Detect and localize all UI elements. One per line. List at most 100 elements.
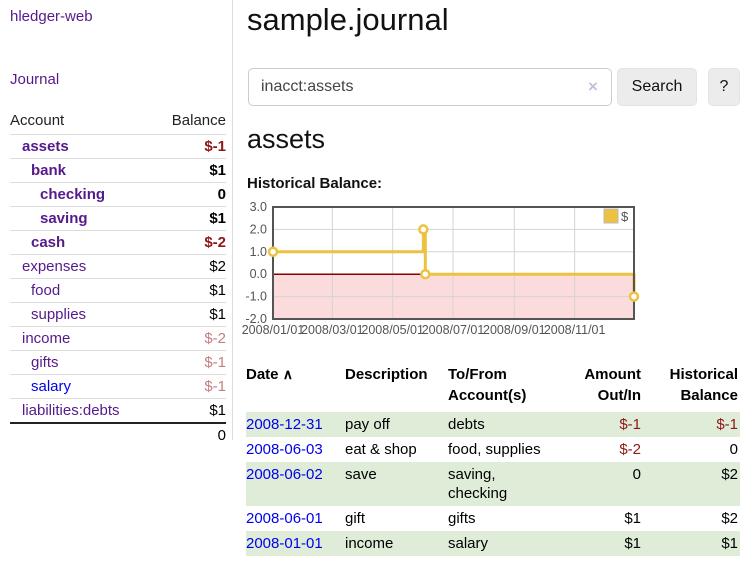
transaction-amount: $1 [624,510,641,527]
account-link-supplies[interactable]: supplies [31,306,87,323]
accounts-total-balance: 0 [217,427,226,444]
transaction-date-link[interactable]: 2008-06-03 [246,441,323,458]
transaction-balance: $1 [721,535,738,552]
sort-ascending-icon: ∧ [282,366,293,382]
transaction-balance: $2 [721,510,738,527]
date-header-label: Date [246,366,279,383]
register-table: Date ∧ Description To/From Account(s) Am… [246,362,740,556]
account-link-saving[interactable]: saving [40,210,88,227]
transaction-amount: 0 [632,466,641,483]
transaction-amount: $-2 [619,441,641,458]
account-link-liabilities-debts[interactable]: liabilities:debts [22,402,120,419]
account-balance: $-1 [204,138,226,155]
register-row: 2008-06-03 eat & shop food, supplies $-2… [246,437,740,462]
amount-header-line1: Amount [584,366,641,383]
account-balance: $1 [209,282,226,299]
account-row: income $-2 [10,326,226,351]
transaction-amount: $-1 [619,416,641,433]
account-balance: $-2 [204,234,226,251]
historical-balance-chart: $3.0 2.0 1.0 0.0 -1.0 -2.0 2008/01/01 2008/03/0… [240,200,742,342]
register-row: 2008-12-31 pay off debts $-1 $-1 [246,412,740,437]
chart-heading: Historical Balance: [247,175,383,192]
account-row: supplies $1 [10,302,226,327]
register-row: 2008-06-02 save saving, checking 0 $2 [246,462,740,506]
account-link-gifts[interactable]: gifts [31,354,59,371]
help-button[interactable]: ? [708,68,740,106]
account-row: gifts $-1 [10,350,226,375]
transaction-amount: $1 [624,535,641,552]
transaction-date-link[interactable]: 2008-12-31 [246,416,323,433]
balance-header-line2: Balance [680,387,738,404]
svg-text:-1.0: -1.0 [245,290,267,304]
account-row: liabilities:debts $1 [10,398,226,424]
account-link-expenses[interactable]: expenses [22,258,87,275]
account-link-assets[interactable]: assets [22,138,69,155]
transaction-description: gift [345,510,366,527]
page-title: sample.journal [247,2,449,37]
svg-text:2008/03/01: 2008/03/01 [301,323,364,337]
register-header-date[interactable]: Date ∧ [246,362,345,412]
transaction-description: eat & shop [345,441,417,458]
transaction-date-link[interactable]: 2008-06-01 [246,510,323,527]
account-balance: $1 [209,162,226,179]
transaction-description: pay off [345,416,390,433]
accounts-table: Account Balance assets $-1 bank $1 check… [10,108,226,447]
account-balance: 0 [217,186,226,203]
register-header-accounts: To/From Account(s) [448,362,560,412]
svg-text:2008/09/01: 2008/09/01 [483,323,546,337]
transaction-balance: $-1 [716,416,738,433]
accounts-header-line2: Account(s) [448,387,527,404]
account-heading: assets [247,124,326,154]
search-input[interactable] [248,68,612,106]
transaction-accounts: food, supplies [448,441,541,458]
svg-text:-2.0: -2.0 [245,312,267,326]
svg-text:2.0: 2.0 [250,222,267,236]
account-row: bank $1 [10,158,226,183]
register-row: 2008-06-01 gift gifts $1 $2 [246,506,740,531]
account-row: food $1 [10,278,226,303]
search-button[interactable]: Search [617,68,697,106]
transaction-accounts: debts [448,416,485,433]
account-balance: $-2 [204,330,226,347]
app-title-link[interactable]: hledger-web [10,8,93,25]
register-header-description: Description [345,366,428,383]
balance-header-line1: Historical [669,366,738,383]
register-header-row: Date ∧ Description To/From Account(s) Am… [246,362,740,412]
amount-header-line2: Out/In [597,387,641,404]
transaction-accounts: salary [448,535,489,552]
svg-text:1.0: 1.0 [250,245,267,259]
account-balance: $-1 [204,354,226,371]
account-link-income[interactable]: income [22,330,71,347]
register-header-amount: Amount Out/In [560,362,643,412]
accounts-table-header: Account Balance [10,108,226,135]
transaction-description: save [345,466,377,483]
svg-text:2008/07/01: 2008/07/01 [422,323,485,337]
sidebar: hledger-web Journal Account Balance asse… [0,0,233,444]
account-link-cash[interactable]: cash [31,234,66,251]
svg-text:0.0: 0.0 [250,267,267,281]
account-row: cash $-2 [10,230,226,255]
account-link-salary[interactable]: salary [31,378,72,395]
svg-text:3.0: 3.0 [250,200,267,214]
account-link-food[interactable]: food [31,282,61,299]
transaction-date-link[interactable]: 2008-06-02 [246,466,323,483]
transaction-date-link[interactable]: 2008-01-01 [246,535,323,552]
transaction-description: income [345,535,394,552]
transaction-balance: $2 [721,466,738,483]
chart-canvas: $3.0 2.0 1.0 0.0 -1.0 -2.02008/01/012008/03/0… [242,200,640,337]
account-link-bank[interactable]: bank [31,162,67,179]
account-row: expenses $2 [10,254,226,279]
accounts-header-account: Account [10,112,65,129]
accounts-header-line1: To/From [448,366,507,383]
register-row: 2008-01-01 income salary $1 $1 [246,531,740,556]
account-row: checking 0 [10,182,226,207]
svg-text:2008/01/01: 2008/01/01 [242,323,305,337]
account-balance: $1 [209,306,226,323]
clear-search-icon[interactable]: × [588,77,598,96]
search-form: × Search ? [248,68,740,106]
svg-text:$: $ [621,209,629,224]
account-link-checking[interactable]: checking [40,186,106,203]
sidebar-item-journal[interactable]: Journal [10,71,60,88]
register-header-balance: Historical Balance [643,362,740,412]
